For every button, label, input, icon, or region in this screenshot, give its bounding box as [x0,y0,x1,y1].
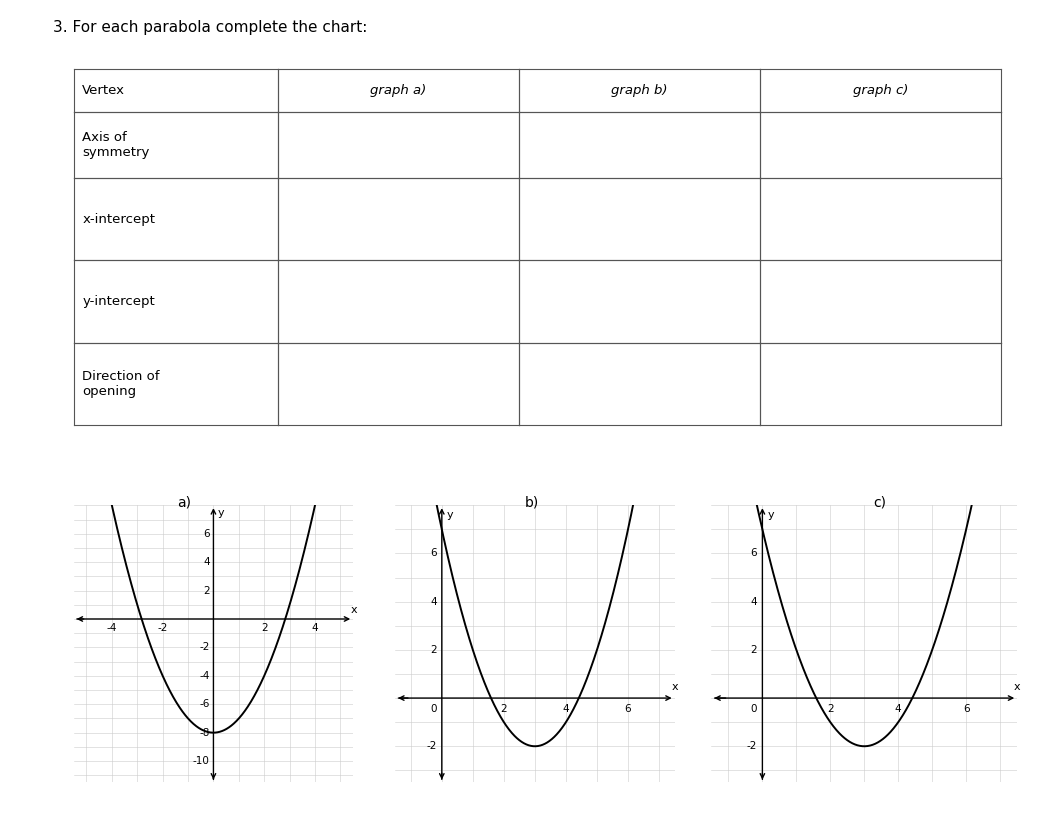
Text: 0: 0 [431,704,437,714]
Text: c): c) [874,496,886,509]
Text: 2: 2 [261,623,268,632]
Text: y: y [447,510,453,520]
Text: 6: 6 [750,548,758,558]
Text: -6: -6 [199,699,210,709]
Text: 4: 4 [750,597,758,606]
Text: x: x [1014,682,1020,692]
Text: 2: 2 [750,645,758,655]
Text: y-intercept: y-intercept [82,295,155,308]
Text: -8: -8 [199,728,210,738]
Text: a): a) [177,496,192,509]
Text: -4: -4 [199,671,210,681]
Text: x: x [671,682,678,692]
Text: graph a): graph a) [370,84,427,97]
Text: Direction of
opening: Direction of opening [82,370,160,399]
Text: 2: 2 [501,704,507,714]
Text: 4: 4 [312,623,318,632]
Text: -4: -4 [106,623,117,632]
Text: b): b) [525,496,540,509]
Text: -2: -2 [747,742,758,751]
Text: -2: -2 [199,642,210,652]
Text: Axis of
symmetry: Axis of symmetry [82,131,150,159]
Text: 6: 6 [963,704,970,714]
Text: y: y [767,510,774,520]
Text: -2: -2 [157,623,168,632]
Text: 4: 4 [430,597,437,606]
Text: Vertex: Vertex [82,84,125,97]
Text: 2: 2 [203,585,210,596]
Text: -2: -2 [427,742,437,751]
Text: -10: -10 [193,756,210,766]
Text: 2: 2 [827,704,834,714]
Text: graph c): graph c) [853,84,909,97]
Text: 6: 6 [430,548,437,558]
Text: 0: 0 [750,704,758,714]
Text: x-intercept: x-intercept [82,213,155,226]
Text: 6: 6 [625,704,631,714]
Text: y: y [217,508,223,518]
Text: 4: 4 [203,557,210,567]
Text: 4: 4 [563,704,569,714]
Text: 2: 2 [430,645,437,655]
Text: x: x [351,606,357,615]
Text: 4: 4 [895,704,901,714]
Text: 6: 6 [203,529,210,539]
Text: graph b): graph b) [611,84,668,97]
Text: 3. For each parabola complete the chart:: 3. For each parabola complete the chart: [53,20,367,35]
